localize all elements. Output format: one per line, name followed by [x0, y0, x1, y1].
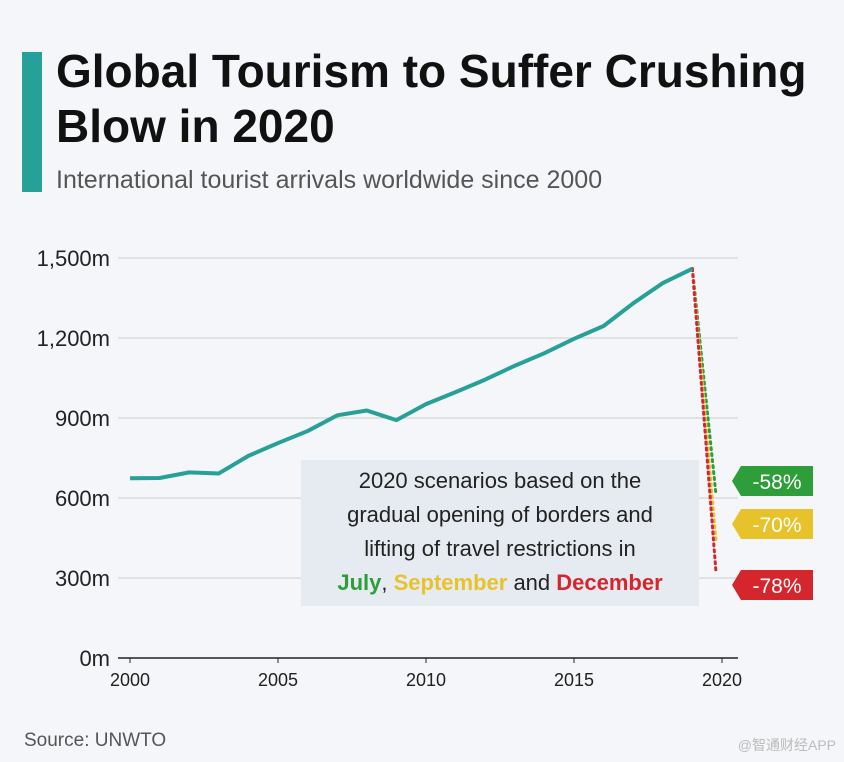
y-tick-label: 300m — [55, 566, 110, 591]
y-tick-label: 1,500m — [37, 246, 110, 271]
series-line-arrivals — [129, 266, 694, 481]
scenario-line-september — [690, 267, 718, 543]
annotation-line-1: 2020 scenarios based on the — [358, 468, 642, 493]
scenario-label-box — [741, 509, 813, 539]
scenario-label-july: -58% — [732, 466, 813, 496]
x-tick-label: 2010 — [406, 670, 446, 690]
scenario-line-december — [690, 267, 718, 574]
scenario-label-december: -78% — [732, 570, 813, 600]
scenario-label-pointer — [732, 509, 741, 539]
scenario-label-text: -58% — [752, 471, 801, 494]
x-tick-label: 2015 — [554, 670, 594, 690]
annotation-line-3: lifting of travel restrictions in — [364, 536, 636, 561]
annotation-line-2: gradual opening of borders and — [347, 502, 653, 527]
y-tick-label: 1,200m — [37, 326, 110, 351]
annotation-line-4: July, September and December — [301, 566, 699, 600]
chart-subtitle: International tourist arrivals worldwide… — [56, 166, 603, 194]
x-tick-label: 2005 — [258, 670, 298, 690]
scenario-label-text: -70% — [752, 514, 801, 537]
scenario-label-pointer — [732, 466, 741, 496]
scenario-label-september: -70% — [732, 509, 813, 539]
x-tick-label: 2020 — [702, 670, 742, 690]
y-tick-label: 0m — [79, 646, 110, 671]
y-tick-label: 900m — [55, 406, 110, 431]
source-note: Source: UNWTO — [24, 730, 167, 751]
annotation-and: and — [507, 570, 557, 595]
scenario-label-box — [741, 466, 813, 496]
chart-title: Global Tourism to Suffer Crushing Blow i… — [56, 45, 807, 152]
x-tick-label: 2000 — [110, 670, 150, 690]
scenario-label-pointer — [732, 570, 741, 600]
annotation-december: December — [556, 570, 663, 595]
title-accent-bar — [22, 52, 42, 192]
y-tick-label: 600m — [55, 486, 110, 511]
annotation-sep: , — [381, 570, 394, 595]
annotation-july: July — [337, 570, 382, 595]
watermark: @智通财经APP — [737, 737, 836, 753]
scenario-annotation: 2020 scenarios based on the gradual open… — [301, 460, 699, 606]
scenario-label-text: -78% — [752, 575, 801, 598]
annotation-september: September — [393, 570, 508, 595]
scenario-label-box — [741, 570, 813, 600]
